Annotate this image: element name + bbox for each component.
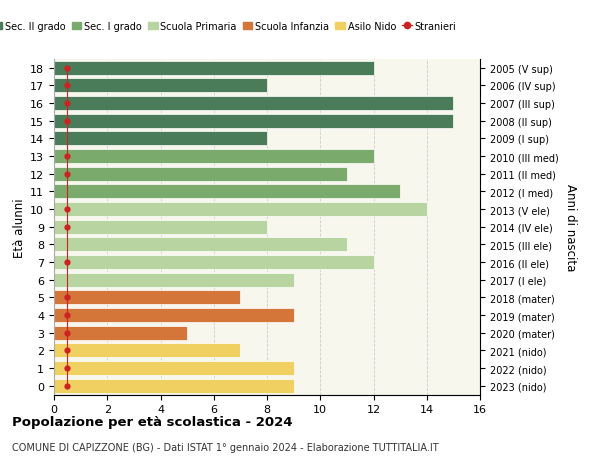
Bar (54, 79, 267, 93)
Bar (54, 255, 373, 269)
Y-axis label: Età alunni: Età alunni (13, 197, 26, 257)
Bar (54, 273, 293, 287)
Bar (54, 361, 293, 375)
Bar (54, 167, 347, 181)
Bar (54, 326, 187, 340)
Bar (54, 150, 373, 164)
Bar (54, 308, 293, 322)
Bar (54, 344, 241, 358)
Bar (54, 62, 373, 76)
Bar (54, 379, 293, 393)
Y-axis label: Anni di nascita: Anni di nascita (564, 184, 577, 271)
Text: COMUNE DI CAPIZZONE (BG) - Dati ISTAT 1° gennaio 2024 - Elaborazione TUTTITALIA.: COMUNE DI CAPIZZONE (BG) - Dati ISTAT 1°… (12, 442, 439, 452)
Bar (54, 97, 454, 111)
Bar (54, 220, 267, 234)
Bar (54, 132, 267, 146)
Bar (54, 202, 427, 217)
Legend: Sec. II grado, Sec. I grado, Scuola Primaria, Scuola Infanzia, Asilo Nido, Stran: Sec. II grado, Sec. I grado, Scuola Prim… (0, 17, 460, 35)
Text: Popolazione per età scolastica - 2024: Popolazione per età scolastica - 2024 (12, 415, 293, 428)
Bar (54, 114, 454, 129)
Bar (54, 238, 347, 252)
Bar (54, 185, 400, 199)
Bar (54, 291, 241, 305)
